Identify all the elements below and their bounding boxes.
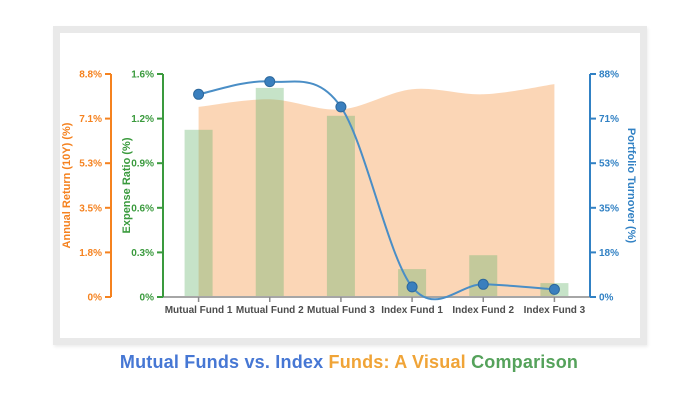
y-tick-label: 35% [599, 203, 619, 214]
y-axis-title: Portfolio Turnover (%) [625, 128, 637, 244]
annual-return-area [198, 84, 555, 297]
x-tick-label: Mutual Fund 3 [307, 305, 375, 316]
turnover-point [477, 278, 489, 290]
expense-ratio-bar [326, 115, 355, 297]
title-segment-blue: Mutual Funds vs. Index [119, 352, 329, 372]
turnover-point [193, 88, 205, 100]
y-tick-label: 7.1% [79, 114, 102, 125]
y-tick-label: 0.3% [131, 248, 154, 259]
x-tick-label: Mutual Fund 1 [165, 305, 233, 316]
y-tick-label: 18% [599, 248, 619, 259]
y-tick-label: 88% [599, 70, 619, 81]
chart-title: Mutual Funds vs. Index Funds: A Visual C… [0, 352, 698, 373]
turnover-point [264, 76, 276, 88]
y-tick-label: 3.5% [79, 203, 102, 214]
title-segment-orange: Funds: A Visual [328, 352, 472, 372]
y-tick-label: 53% [599, 159, 619, 170]
y-tick-label: 1.6% [131, 70, 154, 81]
y-axis-title: Annual Return (10Y) (%) [61, 122, 73, 248]
y-tick-label: 8.8% [79, 70, 102, 81]
expense-ratio-bar [184, 129, 213, 297]
turnover-point [335, 101, 347, 113]
y-tick-label: 5.3% [79, 159, 102, 170]
y-tick-label: 0% [88, 293, 103, 304]
x-tick-label: Mutual Fund 2 [236, 305, 304, 316]
chart-card: Mutual Fund 1 Mutual Fund 2 Mutual Fund 3 I… [53, 26, 647, 345]
expense-ratio-bar [469, 255, 498, 297]
y-tick-label: 0% [140, 293, 155, 304]
expense-ratio-bar [255, 87, 284, 298]
y-tick-label: 71% [599, 114, 619, 125]
y-tick-label: 0.6% [131, 203, 154, 214]
y-tick-label: 1.2% [131, 114, 154, 125]
turnover-point [406, 281, 418, 293]
x-tick-label: Index Fund 1 [381, 305, 443, 316]
x-tick-label: Index Fund 3 [524, 305, 586, 316]
comparison-chart: Mutual Fund 1 Mutual Fund 2 Mutual Fund 3 I… [61, 70, 637, 317]
x-tick-label: Index Fund 2 [452, 305, 514, 316]
y-tick-label: 0.9% [131, 159, 154, 170]
y-tick-label: 1.8% [79, 248, 102, 259]
y-tick-label: 0% [599, 293, 614, 304]
y-axis-title: Expense Ratio (%) [121, 137, 133, 233]
title-segment-green: Comparison [471, 352, 579, 372]
turnover-point [548, 283, 560, 295]
